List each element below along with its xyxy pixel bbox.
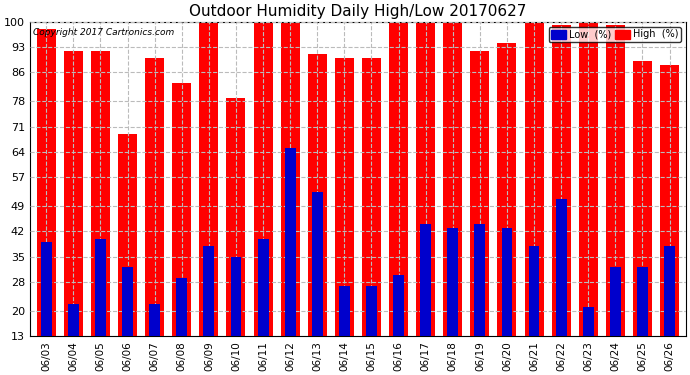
Bar: [524, 22, 544, 375]
Bar: [579, 22, 598, 375]
Bar: [199, 22, 218, 375]
Bar: [257, 238, 268, 375]
Bar: [416, 22, 435, 375]
Bar: [529, 246, 540, 375]
Bar: [335, 58, 354, 375]
Bar: [633, 62, 652, 375]
Bar: [552, 26, 571, 375]
Bar: [172, 83, 191, 375]
Bar: [308, 54, 327, 375]
Bar: [41, 242, 52, 375]
Bar: [420, 224, 431, 375]
Bar: [366, 285, 377, 375]
Bar: [443, 22, 462, 375]
Bar: [145, 58, 164, 375]
Bar: [95, 238, 106, 375]
Bar: [393, 274, 404, 375]
Bar: [118, 134, 137, 375]
Bar: [606, 26, 625, 375]
Bar: [660, 65, 679, 375]
Bar: [664, 246, 675, 375]
Bar: [502, 228, 513, 375]
Bar: [362, 58, 381, 375]
Bar: [312, 192, 323, 375]
Bar: [122, 267, 133, 375]
Bar: [254, 22, 273, 375]
Bar: [389, 22, 408, 375]
Text: Copyright 2017 Cartronics.com: Copyright 2017 Cartronics.com: [33, 28, 175, 37]
Bar: [64, 51, 83, 375]
Bar: [637, 267, 648, 375]
Bar: [226, 98, 246, 375]
Bar: [471, 51, 489, 375]
Legend: Low  (%), High  (%): Low (%), High (%): [549, 27, 681, 42]
Bar: [610, 267, 621, 375]
Bar: [230, 256, 241, 375]
Bar: [204, 246, 215, 375]
Bar: [281, 22, 299, 375]
Bar: [555, 199, 566, 375]
Bar: [37, 29, 56, 375]
Bar: [497, 44, 516, 375]
Bar: [68, 304, 79, 375]
Bar: [447, 228, 458, 375]
Bar: [339, 285, 350, 375]
Bar: [91, 51, 110, 375]
Bar: [583, 307, 593, 375]
Bar: [285, 148, 295, 375]
Bar: [475, 224, 485, 375]
Title: Outdoor Humidity Daily High/Low 20170627: Outdoor Humidity Daily High/Low 20170627: [189, 4, 526, 19]
Bar: [177, 278, 187, 375]
Bar: [149, 304, 160, 375]
